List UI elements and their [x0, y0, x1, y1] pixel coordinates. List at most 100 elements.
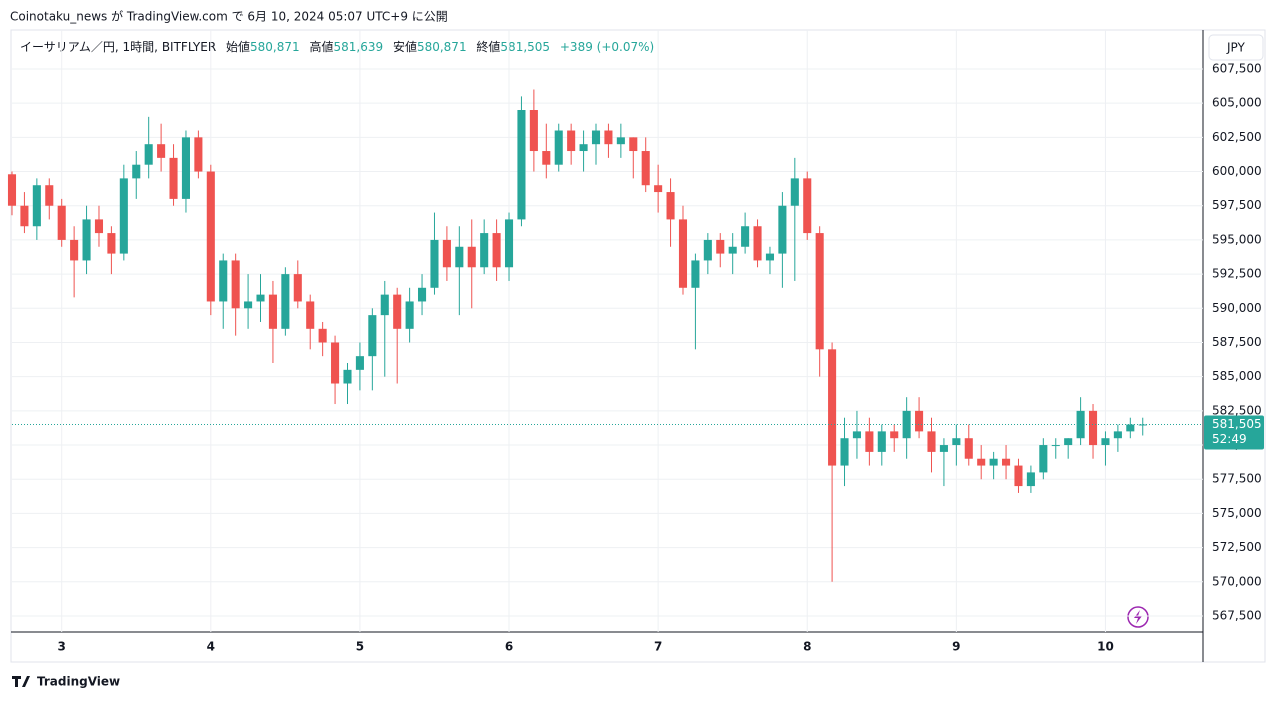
y-tick-label: 600,000	[1212, 164, 1262, 178]
candle-body	[405, 301, 414, 329]
tv-logo-mark	[12, 676, 30, 687]
candle-body	[741, 226, 750, 247]
candle-body	[691, 260, 700, 288]
candle-body	[1088, 410, 1098, 446]
candle-body	[467, 246, 476, 268]
frame	[10, 29, 1266, 663]
candle-body	[492, 233, 501, 268]
candle-body	[753, 226, 762, 261]
candle-body	[57, 205, 66, 240]
candle-body	[964, 438, 973, 459]
candle-body	[542, 151, 551, 165]
y-tick-label: 595,000	[1212, 232, 1262, 246]
candle-body	[989, 458, 998, 466]
x-tick-label: 9	[952, 640, 960, 654]
candle-body	[1051, 445, 1060, 447]
candle-body	[654, 185, 663, 193]
candle-body	[828, 349, 837, 466]
candle-body	[455, 246, 464, 268]
legend-change: +389 (+0.07%)	[560, 40, 654, 54]
candle-body	[728, 246, 737, 254]
currency-button[interactable]	[1208, 34, 1264, 61]
candle-body	[393, 294, 402, 329]
candle-body	[293, 274, 302, 302]
y-tick-label: 575,000	[1212, 506, 1262, 520]
x-tick-label: 8	[803, 640, 811, 654]
candle-body	[418, 287, 427, 302]
candle-body	[144, 144, 153, 165]
candle-body	[169, 157, 178, 199]
candle-body	[20, 205, 29, 227]
candle-body	[1026, 472, 1035, 487]
candle-body	[45, 185, 54, 206]
candle-body	[306, 301, 315, 329]
legend-high: 581,639	[333, 40, 383, 54]
currency-label: JPY	[1226, 41, 1246, 55]
legend-symbol: イーサリアム／円, 1時間, BITFLYER	[20, 40, 216, 54]
candle-body	[939, 445, 948, 452]
candle-body	[442, 239, 451, 268]
candle-body	[1064, 438, 1073, 446]
candle-body	[355, 356, 364, 370]
legend-close-label: 終値	[476, 39, 500, 54]
legend: イーサリアム／円, 1時間, BITFLYER 始値580,871 高値581,…	[20, 39, 654, 54]
legend-open: 580,871	[250, 40, 300, 54]
candle-body	[331, 342, 340, 384]
candle-body	[231, 260, 240, 309]
candle-body	[157, 144, 166, 158]
candle-body	[790, 178, 799, 206]
candle-body	[977, 458, 986, 466]
candle-body	[666, 192, 675, 220]
candle-body	[877, 431, 886, 452]
candle-body	[194, 137, 203, 172]
candle-body	[815, 233, 824, 350]
alert-icon[interactable]	[1127, 606, 1149, 628]
candle-body	[244, 301, 253, 309]
candle-body	[529, 110, 538, 152]
y-tick-label: 590,000	[1212, 301, 1262, 315]
y-tick-label: 585,000	[1212, 369, 1262, 383]
legend-open-label: 始値	[226, 39, 250, 54]
candle-body	[119, 178, 128, 254]
candle-body	[268, 294, 277, 329]
candle-body	[803, 178, 812, 234]
candle-body	[1126, 424, 1135, 432]
candle-body	[32, 185, 41, 227]
y-tick-label: 582,500	[1212, 403, 1262, 417]
tv-logo-text: TradingView	[37, 675, 120, 689]
candle-body	[480, 233, 489, 268]
candle-body	[318, 328, 327, 343]
legend-low-label: 安値	[393, 39, 417, 54]
x-tick-label: 10	[1097, 640, 1114, 654]
candle-body	[840, 438, 849, 466]
y-tick-label: 597,500	[1212, 198, 1262, 212]
candle-body	[629, 137, 638, 152]
candle-body	[82, 219, 91, 261]
legend-close: 581,505	[500, 40, 550, 54]
y-tick-label: 567,500	[1212, 608, 1262, 622]
candle-body	[1138, 424, 1147, 426]
candle-body	[281, 274, 290, 329]
candle-body	[256, 294, 265, 302]
legend-high-label: 高値	[309, 39, 333, 54]
candle-body	[852, 431, 861, 439]
candle-body	[7, 174, 17, 206]
candle-body	[70, 239, 79, 261]
publish-header: Coinotaku_news が TradingView.com で 6月 10…	[10, 9, 448, 24]
candle-body	[927, 431, 936, 452]
candle-body	[865, 431, 874, 452]
alert-bolt	[1134, 610, 1142, 624]
candle-body	[107, 233, 116, 254]
candle-body	[517, 110, 526, 220]
legend-low: 580,871	[417, 40, 467, 54]
candle-body	[1039, 445, 1048, 473]
candle-body	[641, 151, 650, 186]
candle-body	[94, 219, 104, 234]
candle-body	[132, 164, 141, 179]
candle-body	[504, 219, 514, 268]
candle-body	[604, 130, 613, 145]
candle-body	[778, 205, 787, 254]
countdown-label: 52:49	[1212, 432, 1247, 446]
y-tick-label: 592,500	[1212, 267, 1262, 281]
x-tick-label: 4	[207, 640, 215, 654]
